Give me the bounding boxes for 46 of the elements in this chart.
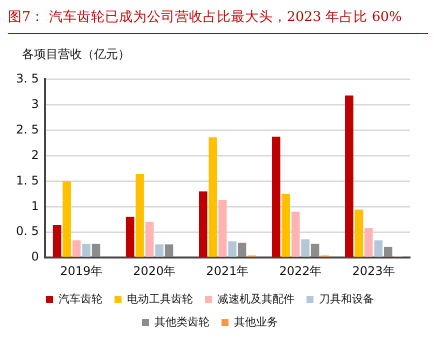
bar: [208, 137, 217, 257]
bar: [218, 200, 227, 257]
bar: [155, 244, 164, 257]
legend-label: 其他业务: [234, 315, 278, 328]
bar: [126, 216, 134, 257]
y-tick-label: 1. 5: [16, 173, 39, 188]
bar: [164, 244, 174, 257]
bar: [272, 136, 280, 257]
y-tick-label: 0. 5: [16, 224, 39, 238]
bar: [291, 212, 300, 257]
bar: [364, 228, 373, 257]
bar: [345, 96, 354, 257]
bar: [136, 174, 144, 257]
y-tick-label: 2. 5: [16, 122, 39, 136]
legend-label: 刀具和设备: [319, 292, 374, 306]
y-tick-label: 1: [31, 198, 39, 213]
legend-label: 电动工具齿轮: [127, 292, 193, 306]
bar: [145, 222, 154, 257]
bar: [228, 241, 236, 257]
legend-label: 其他类齿轮: [154, 315, 210, 328]
bar: [52, 224, 62, 257]
y-tick-label: 2: [31, 148, 39, 162]
chart-title: 图7： 汽车齿轮已成为公司营收占比最大头，2023 年占比 60%: [8, 8, 428, 34]
bar: [198, 191, 208, 257]
bar: [62, 181, 71, 257]
x-tick-label: 2022年: [279, 264, 322, 278]
x-tick-label: 2023年: [352, 264, 395, 278]
bar: [92, 244, 100, 257]
x-tick-label: 2020年: [133, 264, 176, 278]
bar: [354, 210, 364, 257]
y-tick-label: 0: [31, 250, 39, 264]
bar: [384, 246, 392, 257]
legend-label: 汽车齿轮: [58, 292, 102, 306]
bar: [282, 194, 290, 257]
y-tick-label: 3. 5: [16, 71, 39, 86]
bar: [82, 244, 90, 257]
legend-label: 减速机及其配件: [218, 292, 294, 306]
x-tick-label: 2019年: [60, 264, 103, 278]
bar: [238, 242, 246, 257]
bar: [374, 240, 382, 257]
bar: [301, 239, 310, 257]
x-tick-label: 2021年: [206, 264, 249, 278]
y-axis-title: 各项目营收（亿元）: [22, 46, 130, 63]
y-tick-label: 3: [31, 96, 39, 111]
bar: [310, 244, 320, 257]
bar: [72, 240, 81, 257]
